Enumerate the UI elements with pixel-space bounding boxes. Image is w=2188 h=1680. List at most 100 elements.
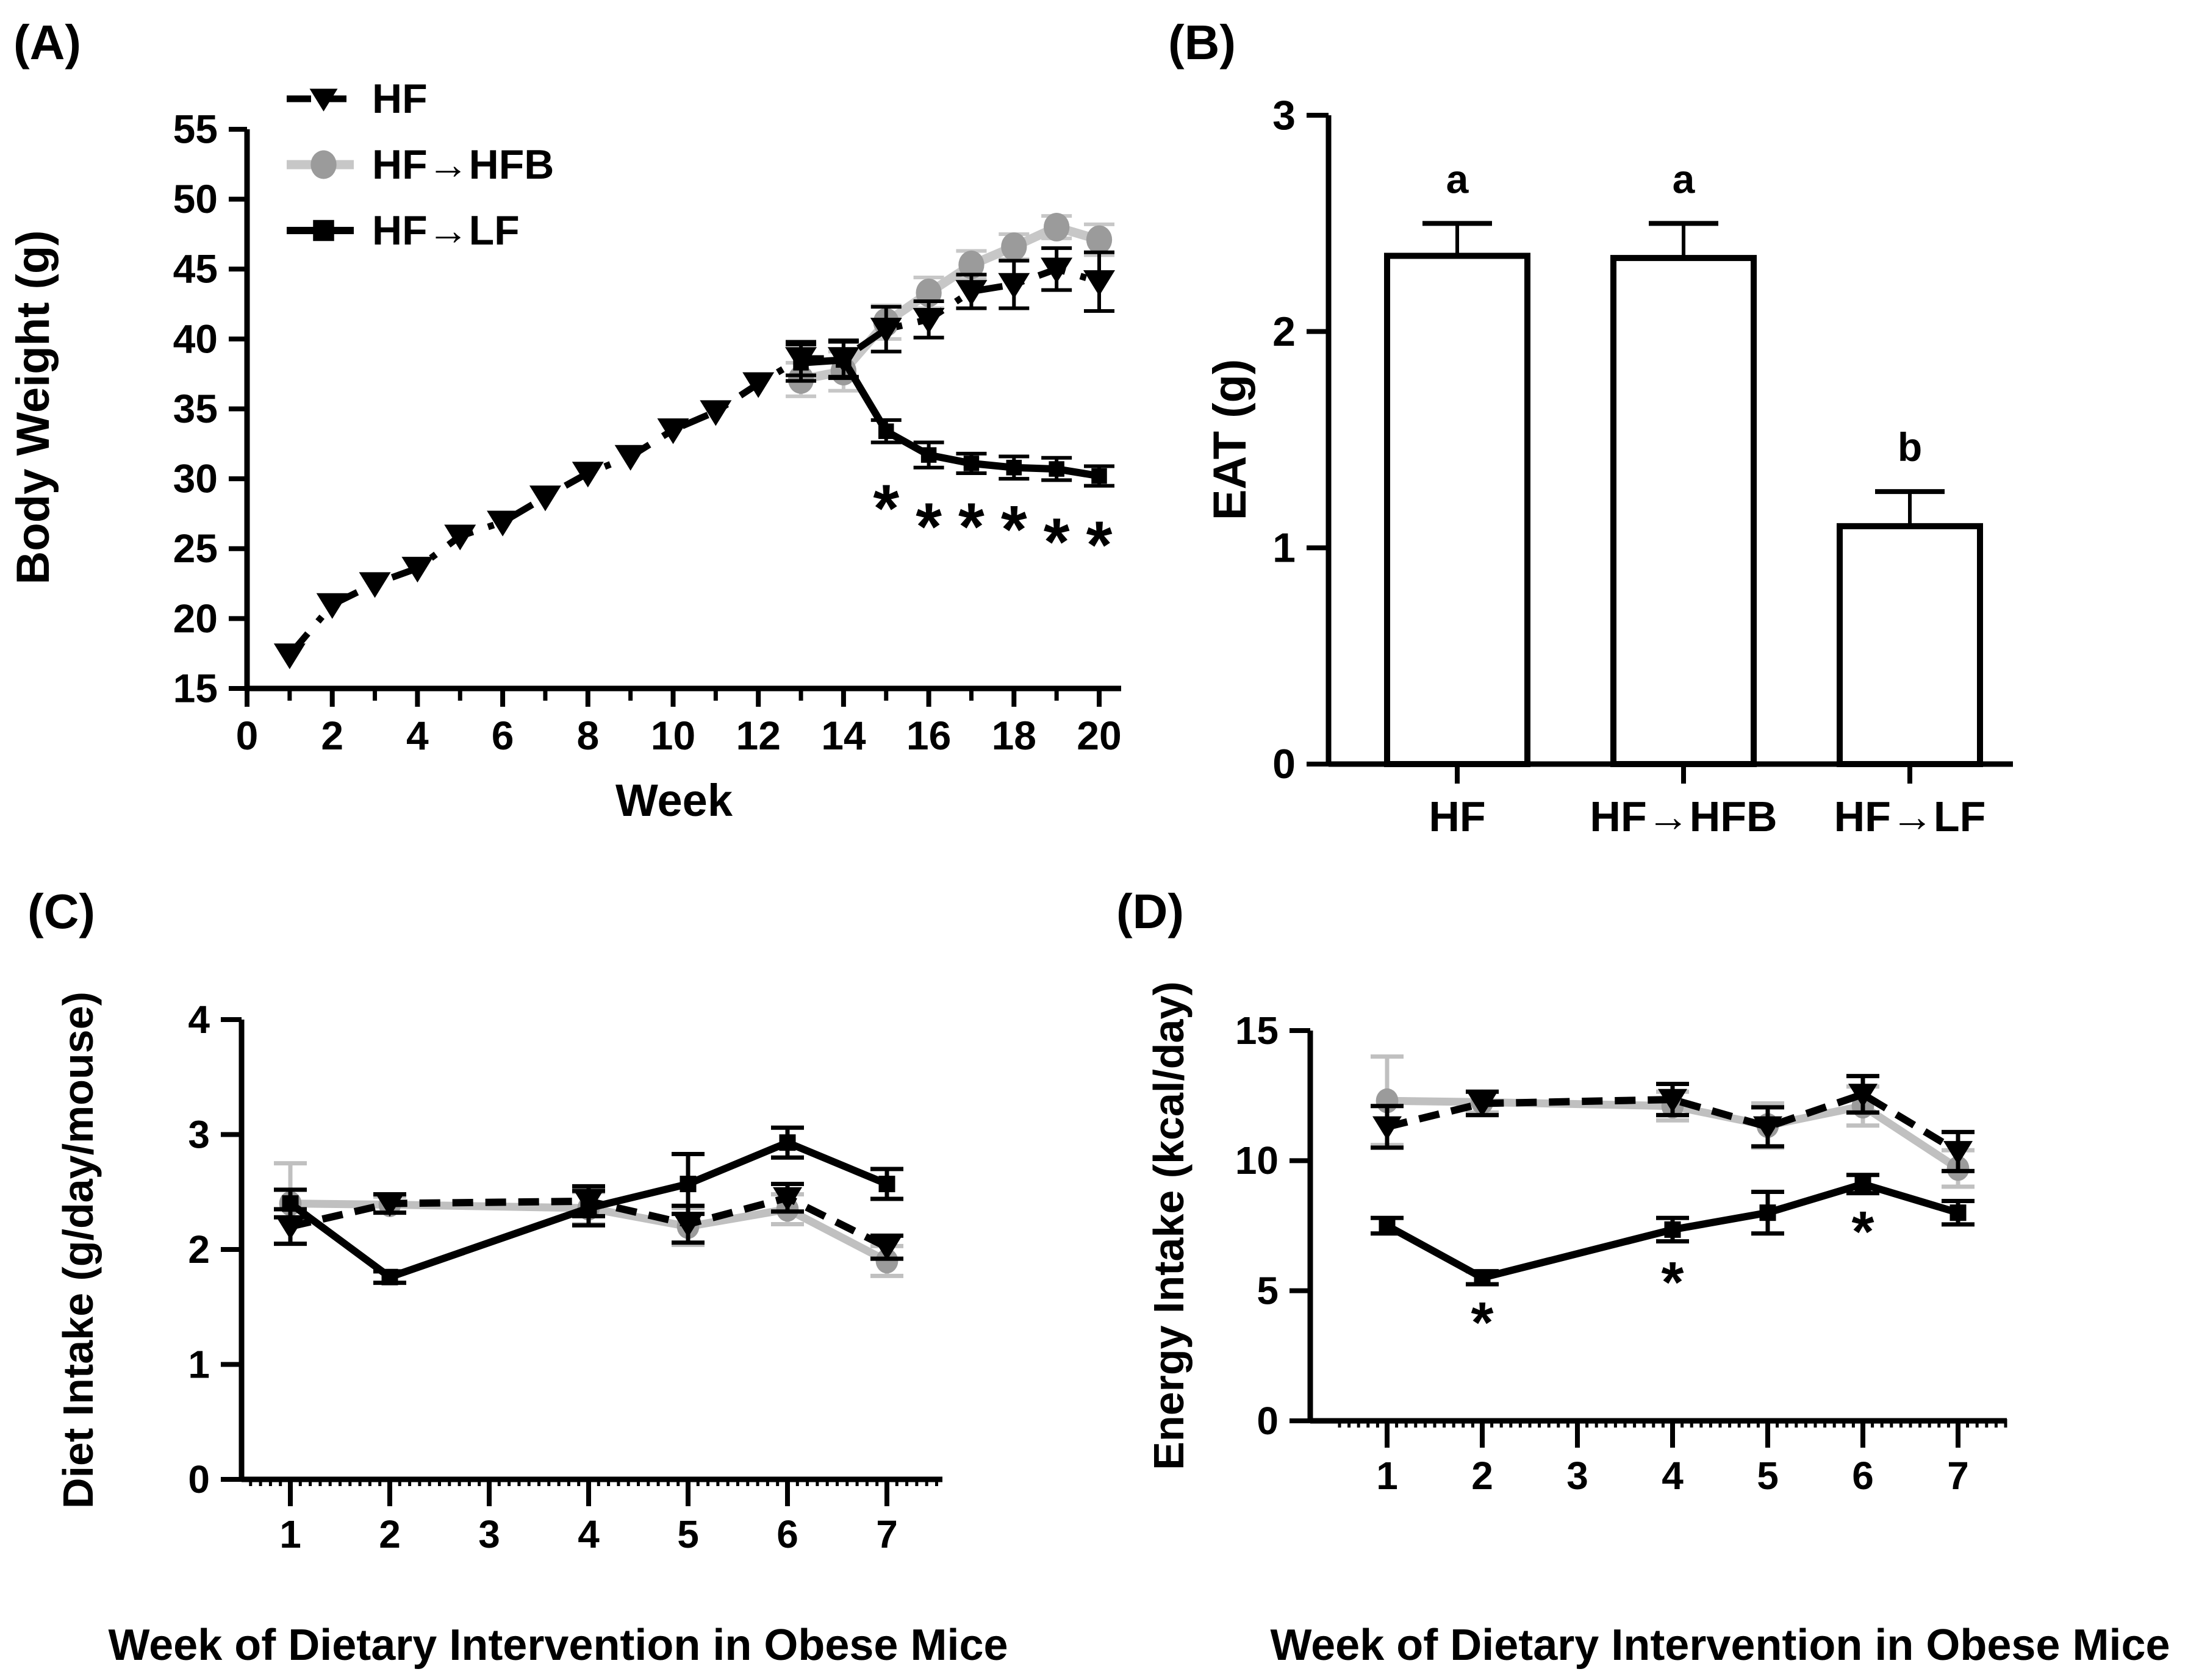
- svg-text:40: 40: [173, 316, 218, 361]
- axes: 0 1 2 3: [1272, 92, 2013, 787]
- svg-text:0: 0: [1272, 741, 1296, 787]
- bar-HF→LF: b HF→LF: [1834, 424, 1986, 840]
- svg-text:3: 3: [188, 1112, 210, 1156]
- panel-a-chart: 15 20 25 30 35 40 45 50 55 0 2 4 6 8 10 12 14 16 18 20 Body …: [7, 76, 1122, 826]
- series-HF: [273, 246, 1115, 670]
- series-HF: [1371, 1074, 1975, 1173]
- svg-text:*: *: [1471, 1290, 1494, 1355]
- svg-text:HF→LF: HF→LF: [372, 207, 520, 254]
- x-axis-title: Week of Dietary Intervention in Obese Mi…: [1270, 1621, 2170, 1670]
- svg-text:0: 0: [236, 713, 259, 758]
- svg-text:15: 15: [1235, 1009, 1279, 1053]
- series-HF→LF: [786, 340, 1114, 488]
- svg-text:2: 2: [321, 713, 343, 758]
- legend-item-HF→LF: HF→LF: [287, 207, 520, 254]
- y-axis-title: Body Weight (g): [7, 230, 59, 584]
- panel-d-chart: 0 5 10 15 1 2 3 4 5 6 7 Energy Intake (kcal/day) Wee…: [1145, 981, 2170, 1670]
- svg-text:HF→LF: HF→LF: [1834, 793, 1986, 840]
- bar-HF→HFB: a HF→HFB: [1590, 156, 1777, 840]
- svg-text:*: *: [1852, 1199, 1874, 1264]
- bars: a HF a HF→HFB b HF→LF: [1384, 156, 1986, 840]
- svg-text:20: 20: [1077, 713, 1121, 758]
- svg-text:45: 45: [173, 246, 218, 291]
- svg-text:6: 6: [1852, 1454, 1874, 1498]
- svg-text:HF: HF: [1429, 793, 1485, 840]
- axes: 15 20 25 30 35 40 45 50 55 0 2 4 6 8 10 12 14 16 18 20: [173, 106, 1122, 758]
- svg-text:25: 25: [173, 526, 218, 571]
- sig-letter: b: [1898, 424, 1922, 470]
- svg-text:Week: Week: [615, 775, 733, 826]
- svg-text:3: 3: [478, 1512, 500, 1556]
- svg-text:15: 15: [173, 665, 218, 710]
- svg-text:6: 6: [492, 713, 514, 758]
- svg-text:16: 16: [906, 713, 951, 758]
- legend: HF HF→HFB HF→LF: [287, 76, 554, 254]
- series-HF→LF: [1371, 1173, 1975, 1287]
- panel-d-label: (D): [1116, 884, 1185, 938]
- svg-text:Week of Dietary Intervention i: Week of Dietary Intervention in Obese Mi…: [1270, 1621, 2170, 1670]
- svg-text:18: 18: [992, 713, 1036, 758]
- y-axis-title: Diet Intake (g/day/mouse): [54, 992, 102, 1509]
- svg-text:2: 2: [1471, 1454, 1493, 1498]
- svg-text:*: *: [1662, 1250, 1684, 1315]
- svg-text:Week of Dietary Intervention i: Week of Dietary Intervention in Obese Mi…: [108, 1621, 1008, 1670]
- svg-text:*: *: [1086, 507, 1113, 582]
- svg-text:55: 55: [173, 106, 218, 151]
- sig-letter: a: [1446, 156, 1469, 201]
- x-axis-title: Week: [615, 775, 733, 826]
- svg-text:Diet Intake (g/day/mouse): Diet Intake (g/day/mouse): [54, 992, 102, 1509]
- svg-text:1: 1: [188, 1342, 210, 1386]
- svg-text:14: 14: [821, 713, 866, 758]
- svg-text:3: 3: [1566, 1454, 1588, 1498]
- svg-text:4: 4: [406, 713, 429, 758]
- svg-text:20: 20: [173, 596, 218, 641]
- svg-text:7: 7: [876, 1512, 898, 1556]
- panel-b-label: (B): [1168, 15, 1236, 70]
- svg-text:*: *: [958, 489, 985, 564]
- svg-text:*: *: [1044, 505, 1070, 580]
- svg-text:*: *: [873, 471, 899, 546]
- x-axis-title: Week of Dietary Intervention in Obese Mi…: [108, 1621, 1008, 1670]
- panel-b-chart: a HF a HF→HFB b HF→LF 0 1 2 3 EAT (g): [1204, 92, 2013, 840]
- svg-text:30: 30: [173, 456, 218, 501]
- svg-text:1: 1: [1376, 1454, 1398, 1498]
- svg-text:7: 7: [1947, 1454, 1969, 1498]
- svg-text:50: 50: [173, 176, 218, 221]
- svg-text:35: 35: [173, 386, 218, 431]
- svg-text:8: 8: [576, 713, 599, 758]
- significance-markers: * * *: [1471, 1199, 1874, 1355]
- panel-c-label: (C): [27, 884, 96, 938]
- svg-text:HF→HFB: HF→HFB: [1590, 793, 1777, 840]
- svg-text:*: *: [916, 489, 942, 564]
- svg-text:0: 0: [1257, 1399, 1279, 1443]
- svg-text:10: 10: [1235, 1138, 1279, 1182]
- svg-text:2: 2: [1272, 309, 1296, 355]
- y-axis-title: EAT (g): [1204, 359, 1256, 521]
- svg-text:4: 4: [578, 1512, 600, 1556]
- svg-text:*: *: [1001, 492, 1027, 567]
- panel-a-label: (A): [13, 15, 82, 70]
- series-HF→HFB: [786, 213, 1114, 398]
- svg-text:Body Weight (g): Body Weight (g): [7, 230, 59, 584]
- svg-text:HF: HF: [372, 76, 428, 122]
- svg-text:Energy Intake (kcal/day): Energy Intake (kcal/day): [1145, 981, 1193, 1470]
- svg-text:2: 2: [379, 1512, 401, 1556]
- svg-text:HF→HFB: HF→HFB: [372, 141, 554, 188]
- y-axis-title: Energy Intake (kcal/day): [1145, 981, 1193, 1470]
- svg-text:4: 4: [188, 998, 210, 1042]
- svg-text:4: 4: [1662, 1454, 1684, 1498]
- svg-text:EAT (g): EAT (g): [1204, 359, 1256, 521]
- svg-text:5: 5: [677, 1512, 699, 1556]
- svg-text:5: 5: [1757, 1454, 1779, 1498]
- panel-c-chart: 0 1 2 3 4 1 2 3 4 5 6 7 Diet Intake (g/day/mouse) Wee…: [54, 992, 1008, 1670]
- axes: 0 5 10 15 1 2 3 4 5 6 7: [1235, 1009, 2007, 1498]
- sig-letter: a: [1673, 156, 1696, 201]
- svg-text:2: 2: [188, 1228, 210, 1271]
- series-HF→HFB: [1371, 1054, 1975, 1189]
- svg-text:3: 3: [1272, 92, 1296, 138]
- series-HF→LF: [274, 1125, 903, 1285]
- svg-text:5: 5: [1257, 1268, 1279, 1312]
- legend-item-HF→HFB: HF→HFB: [287, 141, 554, 188]
- svg-text:0: 0: [188, 1457, 210, 1501]
